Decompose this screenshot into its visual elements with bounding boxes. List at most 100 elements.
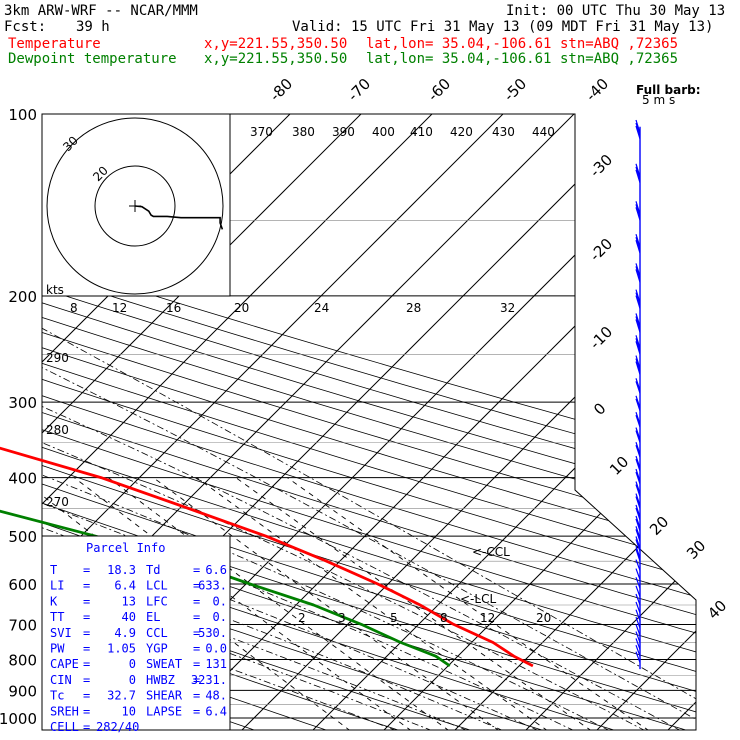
parcel-key: SREH [50,704,79,718]
parcel-value: 282/40 [96,720,139,734]
parcel-key: LFC [146,594,168,608]
dry-adiabat [42,412,575,580]
parcel-value: 131 [205,657,227,671]
mixing-ratio-label: 2 [298,611,306,625]
isotherm-line [575,490,696,730]
parcel-key: TT [50,610,64,624]
moist-adiabat [575,490,681,730]
parcel-value: 0. [213,594,227,608]
parcel-eq: = [83,626,90,640]
parcel-eq: = [193,579,200,593]
parcel-value: 4.9 [114,626,136,640]
wind-barb [635,644,641,657]
parcel-eq: = [83,563,90,577]
parcel-value: 10 [122,704,136,718]
legend-dewpoint-latlon: lat,lon= 35.04,-106.61 [366,51,552,67]
hodograph-box [41,113,231,297]
wind-barb [635,624,641,636]
pressure-tick-label: 200 [8,288,37,306]
parcel-key: EL [146,610,160,624]
parcel-key: PW [50,642,65,656]
theta-label: 280 [46,423,69,437]
pressure-tick-label: 900 [8,682,37,700]
parcel-key: SVI [50,626,72,640]
model-title: 3km ARW-WRF -- NCAR/MMM [4,3,198,19]
theta-label: 390 [332,125,355,139]
isotherm-line [42,114,362,434]
wind-barb [635,616,641,629]
hodograph-speed-tick: 32 [500,301,515,315]
mixing-ratio-label: 3 [338,611,346,625]
wind-barb [635,481,641,497]
parcel-eq: = [193,594,200,608]
parcel-value: 48. [205,689,227,703]
dry-adiabat [575,490,696,730]
legend-temperature-xy: x,y=221.55,350.50 [204,36,348,52]
parcel-key: T [50,563,57,577]
parcel-key: SWEAT [146,657,182,671]
wind-barb [635,526,641,542]
wind-barb [635,411,641,428]
parcel-value: 6.4 [114,579,136,593]
valid-time: Valid: 15 UTC Fri 31 May 13 (09 MDT Fri … [292,19,714,35]
parcel-eq: = [193,563,200,577]
parcel-info-box [41,535,231,731]
parcel-key: YGP [146,642,168,656]
hodograph-speed-tick: 16 [166,301,181,315]
pressure-tick-label: 800 [8,651,37,669]
skew-temp-label: -30 [586,151,616,181]
theta-label: 380 [292,125,315,139]
theta-label: 370 [250,125,273,139]
skew-temp-label: 10 [606,453,632,479]
dry-adiabat [42,607,400,730]
wind-barb [635,163,641,183]
parcel-eq: = [83,657,90,671]
wind-barb [635,515,641,532]
pressure-tick-label: 600 [8,576,37,594]
lcl-marker: <-LCL [460,592,496,606]
pressure-tick-label: 100 [8,106,37,124]
wind-barb [635,536,641,552]
isotherm-line [668,60,740,730]
isotherm-line [312,467,575,730]
moist-adiabat [42,327,575,630]
parcel-eq: = [193,610,200,624]
dry-adiabat [42,274,575,435]
skew-temp-label: -20 [586,235,616,265]
parcel-value: 633. [198,579,227,593]
parcel-key: Td [146,563,160,577]
theta-label: 400 [372,125,395,139]
parcel-eq: = [193,642,200,656]
dry-adiabat [42,347,575,512]
pressure-tick-label: 400 [8,470,37,488]
isotherm-line [575,490,696,730]
wind-barb [635,593,641,606]
skew-temp-label: -40 [582,75,612,105]
skew-temp-label: 20 [646,513,672,539]
dry-adiabat [575,490,696,730]
isotherm-line [42,114,504,576]
isotherm-line [42,114,291,363]
dry-adiabat [42,584,472,730]
moist-adiabat [42,442,575,695]
init-time: Init: 00 UTC Thu 30 May 13 [506,3,726,19]
mixing-ratio-line [153,477,499,730]
isotherm-line [383,538,575,730]
skew-temp-label: 30 [683,537,709,563]
hodograph-ring [46,117,224,295]
parcel-key: LAPSE [146,704,182,718]
parcel-key: LCL [146,579,168,593]
parcel-eq: = [193,673,200,687]
theta-label: 290 [46,351,69,365]
parcel-key: K [50,594,58,608]
barb-legend-title: Full barb: [636,83,701,97]
wind-barb [635,468,641,485]
dry-adiabat [42,483,575,656]
theta-label: 420 [450,125,473,139]
dry-adiabat [42,288,575,449]
parcel-eq: = [83,689,90,703]
parcel-value: 32.7 [107,689,136,703]
dry-adiabat [42,332,575,496]
isotherm-line [241,396,575,730]
skew-temp-label: 40 [704,597,730,623]
